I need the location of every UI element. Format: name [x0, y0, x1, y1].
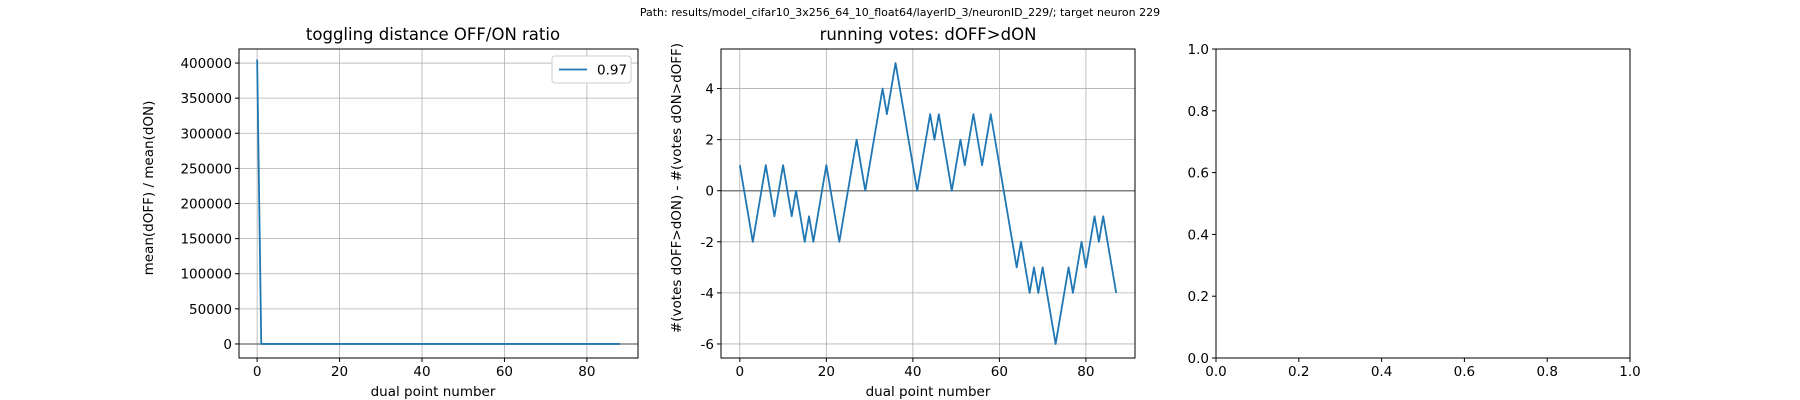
axes-frame [1215, 48, 1631, 359]
x-tick-label: 60 [496, 364, 513, 380]
chart-title: toggling distance OFF/ON ratio [306, 25, 560, 44]
x-tick-label: 1.0 [1619, 364, 1640, 380]
y-tick-label: 250000 [180, 161, 232, 177]
series-line [256, 59, 620, 345]
chart-panel-empty: 0.0 0.2 0.4 0.6 0.8 1.0 0.0 0.2 0.4 0.6 0.8 1.0 [1188, 42, 1641, 380]
axes-frame [720, 48, 1136, 359]
x-tick-label: 0.8 [1536, 364, 1557, 380]
chart-title: running votes: dOFF>dON [820, 25, 1037, 44]
y-tick-label: 0 [223, 337, 232, 353]
chart-panel-running-votes: running votes: dOFF>dON dual point numbe… [669, 25, 1136, 400]
x-axis-label: dual point number [371, 384, 496, 400]
x-tick-label: 0.4 [1371, 364, 1392, 380]
x-tick-label: 80 [1077, 364, 1094, 380]
y-tick-label: 1.0 [1188, 42, 1209, 58]
y-tick-label: 0.4 [1188, 227, 1209, 243]
chart-panel-toggling-ratio: toggling distance OFF/ON ratio dual poin… [141, 25, 639, 400]
y-tick-label: 0.0 [1188, 351, 1209, 367]
figure-suptitle: Path: results/model_cifar10_3x256_64_10_… [640, 6, 1160, 19]
x-tick-label: 80 [578, 364, 595, 380]
series-line [738, 62, 1118, 345]
y-tick-label: 0.6 [1188, 166, 1209, 182]
x-tick-label: 0.2 [1288, 364, 1309, 380]
y-tick-label: 0 [705, 184, 714, 200]
x-tick-label: 0.0 [1205, 364, 1226, 380]
y-tick-label: -6 [701, 337, 714, 353]
x-tick-label: 20 [818, 364, 835, 380]
y-tick-label: 100000 [180, 267, 232, 283]
x-axis-label: dual point number [866, 384, 991, 400]
y-axis-label: mean(dOFF) / mean(dON) [141, 101, 157, 276]
legend-label: 0.97 [597, 63, 627, 79]
x-tick-label: 0 [253, 364, 262, 380]
y-tick-label: 0.2 [1188, 289, 1209, 305]
y-tick-label: 300000 [180, 126, 232, 142]
y-tick-label: 200000 [180, 197, 232, 213]
y-tick-label: 0.8 [1188, 104, 1209, 120]
y-tick-label: 2 [705, 133, 714, 149]
legend-box [551, 55, 632, 84]
x-tick-label: 20 [331, 364, 348, 380]
y-tick-label: 400000 [180, 56, 232, 72]
y-tick-label: -4 [701, 286, 714, 302]
y-tick-label: 4 [705, 82, 714, 98]
y-tick-label: 350000 [180, 91, 232, 107]
y-tick-label: 50000 [189, 302, 232, 318]
x-tick-label: 0.6 [1454, 364, 1475, 380]
y-axis-label: #(votes dOFF>dON) - #(votes dON>dOFF) [669, 43, 685, 333]
x-tick-label: 0 [736, 364, 745, 380]
x-tick-label: 60 [991, 364, 1008, 380]
x-tick-label: 40 [904, 364, 921, 380]
x-tick-label: 40 [413, 364, 430, 380]
y-tick-label: 150000 [180, 232, 232, 248]
y-tick-label: -2 [701, 235, 714, 251]
